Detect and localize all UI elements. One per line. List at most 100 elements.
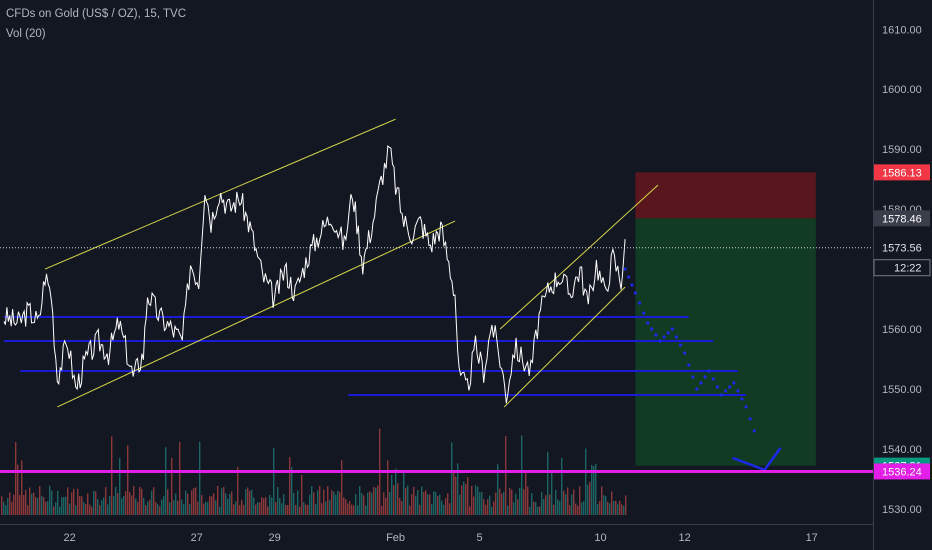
volume-bar — [199, 441, 201, 515]
volume-bar — [475, 485, 477, 515]
volume-bar — [127, 445, 129, 515]
forecast-dot — [637, 301, 642, 305]
volume-bar — [257, 502, 259, 515]
channel-1-lower[interactable] — [57, 220, 456, 408]
volume-bar — [471, 485, 473, 515]
volume-bar — [431, 503, 433, 515]
volume-bar — [189, 503, 191, 515]
volume-bar — [181, 499, 183, 515]
countdown-tag: 12:22 — [894, 263, 922, 275]
volume-bar — [603, 495, 605, 515]
volume-bar — [293, 493, 295, 515]
volume-bar — [39, 485, 41, 515]
volume-bar — [161, 499, 163, 515]
volume-bar — [173, 499, 175, 515]
volume-bar — [485, 504, 487, 515]
volume-bar — [489, 495, 491, 515]
volume-indicator-label: Vol (20) — [6, 28, 46, 40]
volume-bar — [505, 436, 507, 515]
time-tick-label: 5 — [477, 532, 483, 544]
volume-bar — [581, 502, 583, 515]
volume-bar — [167, 489, 169, 515]
volume-bar — [17, 464, 19, 515]
volume-bar — [249, 490, 251, 515]
forecast-dot — [654, 333, 658, 337]
volume-bar — [391, 474, 393, 515]
channel-2-lower[interactable] — [503, 286, 626, 408]
forecast-dot — [736, 389, 740, 393]
volume-bar — [51, 490, 53, 515]
forecast-dot — [744, 405, 748, 409]
volume-bar — [421, 486, 423, 515]
volume-bar — [363, 495, 365, 515]
volume-bar — [521, 435, 523, 515]
volume-bar — [287, 505, 289, 515]
volume-bar — [71, 492, 73, 515]
volume-bar — [77, 488, 79, 515]
channel-2-upper[interactable] — [499, 184, 659, 330]
volume-bar — [449, 503, 451, 515]
price-tick-label: 1540.00 — [882, 444, 922, 456]
volume-bar — [295, 504, 297, 515]
volume-bar — [569, 505, 571, 515]
volume-bar — [193, 487, 195, 515]
volume-bar — [453, 472, 455, 515]
volume-bar — [331, 490, 333, 515]
volume-bar — [265, 497, 267, 515]
volume-bar — [519, 487, 521, 515]
time-tick-label: 10 — [594, 532, 606, 544]
volume-bar — [483, 499, 485, 515]
volume-bar — [7, 497, 9, 515]
volume-bar — [95, 491, 97, 515]
volume-bar — [57, 490, 59, 515]
volume-bar — [19, 494, 21, 515]
volume-bar — [119, 458, 121, 515]
volume-bar — [267, 506, 269, 515]
volume-bar — [365, 505, 367, 515]
volume-bar — [437, 495, 439, 515]
volume-bar — [367, 492, 369, 515]
price-tick-label: 1610.00 — [882, 24, 922, 36]
volume-bar — [259, 502, 261, 515]
volume-bar — [27, 505, 29, 515]
volume-bar — [441, 500, 443, 515]
volume-bar — [171, 458, 173, 515]
volume-bar — [587, 484, 589, 515]
volume-bar — [29, 487, 31, 515]
volume-bar — [131, 495, 133, 515]
forecast-dot — [748, 417, 752, 421]
volume-bar — [191, 490, 193, 515]
forecast-dot — [646, 321, 650, 325]
price-axis[interactable]: 1610.001600.001590.001580.001560.001550.… — [873, 0, 932, 550]
volume-bar — [499, 488, 501, 515]
volume-bar — [595, 463, 597, 515]
volume-bar — [547, 451, 549, 515]
volume-bar — [73, 488, 75, 515]
volume-bar — [341, 460, 343, 515]
volume-bar — [61, 497, 63, 515]
volume-bar — [25, 489, 27, 515]
volume-bar — [149, 499, 151, 515]
volume-bar — [375, 487, 377, 515]
volume-bar — [143, 497, 145, 515]
volume-bar — [107, 504, 109, 515]
volume-bar — [177, 500, 179, 515]
volume-bar — [297, 490, 299, 515]
volume-bar — [495, 492, 497, 515]
volume-bar — [89, 504, 91, 515]
volume-bar — [113, 496, 115, 515]
volume-bar — [571, 494, 573, 515]
price-tick-label: 1550.00 — [882, 384, 922, 396]
volume-bar — [321, 503, 323, 515]
volume-bar — [585, 448, 587, 515]
forecast-dot — [642, 311, 646, 315]
volume-bar — [429, 494, 431, 515]
volume-bar — [401, 500, 403, 515]
volume-bar — [515, 493, 517, 515]
volume-bar — [459, 494, 461, 515]
forecast-dot — [662, 335, 666, 339]
volume-bar — [207, 502, 209, 515]
time-axis[interactable]: 22 27 29 Feb 5 10 12 17 — [0, 524, 873, 545]
volume-bar — [409, 505, 411, 515]
